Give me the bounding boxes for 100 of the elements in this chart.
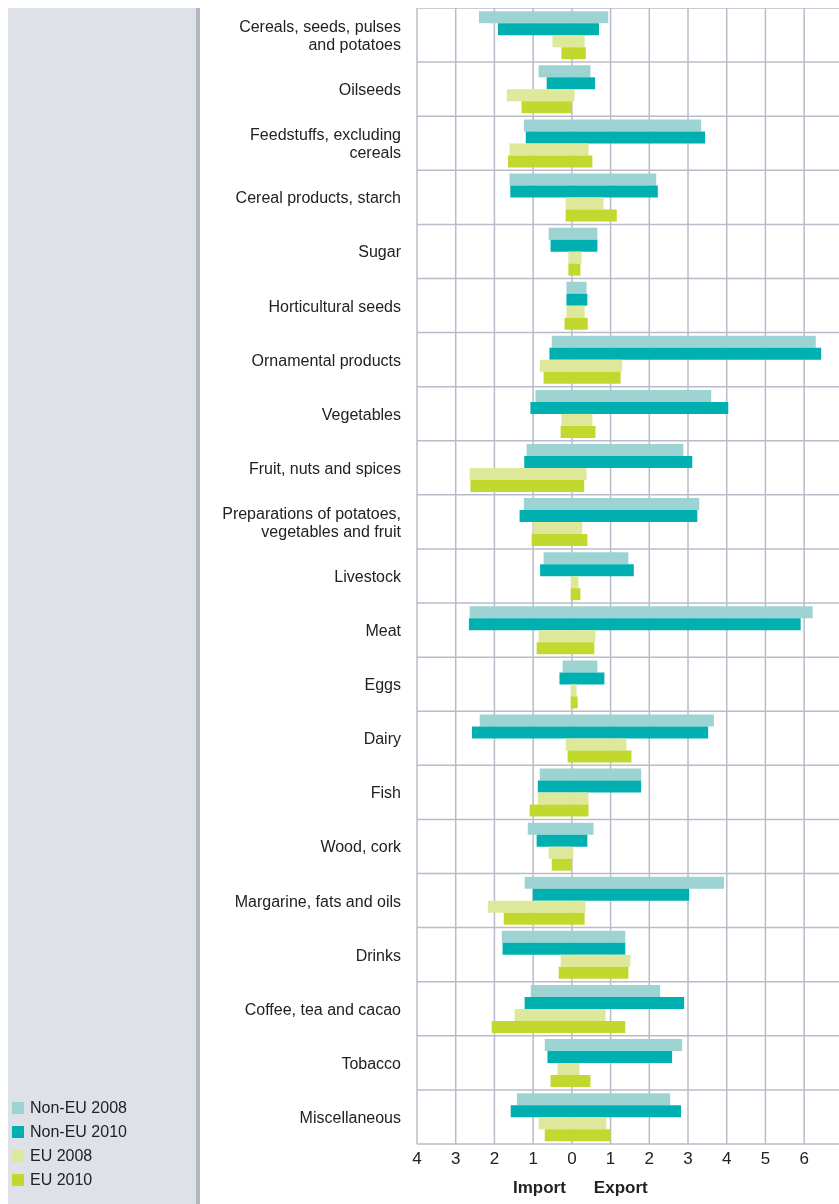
bar [487, 900, 586, 913]
bar [469, 468, 587, 481]
bar [514, 1008, 606, 1021]
bar [469, 606, 813, 619]
bar [532, 888, 690, 901]
bar [468, 618, 801, 631]
bar [478, 11, 609, 24]
bar [568, 263, 581, 276]
x-tick-label: 2 [644, 1149, 655, 1169]
bar [536, 642, 595, 655]
legend-label: EU 2008 [29, 1146, 94, 1166]
bar [538, 1117, 607, 1130]
bar [516, 1093, 671, 1106]
y-tick-label: Fish [370, 783, 401, 801]
bar [479, 714, 714, 727]
y-tick-label: Preparations of potatoes, vegetables and fruit [222, 504, 402, 540]
bar [525, 131, 706, 144]
bar [531, 534, 588, 547]
x-tick-label: 1 [605, 1149, 616, 1169]
bar [506, 89, 575, 102]
y-tick-label: Tobacco [341, 1054, 402, 1072]
bar [559, 672, 605, 685]
bar [552, 35, 585, 48]
y-tick-label: Ornamental products [251, 351, 401, 369]
legend-label: Non-EU 2010 [29, 1122, 127, 1142]
y-tick-label: Drinks [355, 946, 401, 964]
bar [521, 101, 572, 114]
bar [570, 576, 579, 589]
bar [527, 822, 594, 835]
legend-label: Non-EU 2008 [29, 1098, 127, 1118]
bar [530, 401, 729, 414]
bar [529, 804, 589, 817]
x-tick-label: 4 [721, 1149, 732, 1169]
bar [570, 696, 578, 709]
bar [537, 780, 642, 793]
y-tick-label: Livestock [334, 567, 402, 585]
bar [524, 456, 693, 469]
bar [510, 1105, 682, 1118]
bar [565, 209, 617, 222]
bar [523, 119, 702, 132]
bar [503, 912, 585, 925]
text: Export [593, 1178, 648, 1198]
bar [540, 564, 634, 577]
y-tick-label: Cereal products, starch [235, 188, 401, 206]
bar [560, 425, 596, 438]
bar [568, 251, 582, 264]
x-tick-label: 3 [450, 1149, 461, 1169]
bar [566, 305, 585, 318]
bar [544, 1129, 611, 1142]
bar [567, 750, 632, 763]
x-tick-label: 2 [489, 1149, 500, 1169]
bar [558, 966, 629, 979]
y-tick-label: Coffee, tea and cacao [244, 1000, 402, 1018]
x-tick-label: 1 [528, 1149, 538, 1169]
bar [509, 143, 589, 156]
text: Import [512, 1178, 566, 1198]
x-tick-label: 6 [799, 1149, 809, 1169]
y-tick-label: Fruit, nuts and spices [248, 459, 401, 477]
bar [551, 858, 572, 871]
bar [510, 185, 658, 198]
bar [564, 317, 588, 330]
bar [470, 480, 585, 493]
bar [471, 726, 709, 739]
y-tick-label: Feedstuffs, excluding cereals [250, 125, 401, 161]
bar [523, 498, 700, 511]
bar [530, 984, 661, 997]
bar [566, 293, 588, 306]
bar [551, 335, 816, 348]
y-tick-label: Sugar [358, 242, 402, 260]
bar [539, 359, 623, 372]
y-tick-label: Meat [365, 621, 402, 639]
y-tick-label: Margarine, fats and oils [234, 892, 401, 910]
bar [543, 552, 629, 565]
bar [562, 660, 598, 673]
bar [546, 77, 596, 90]
bar [565, 738, 627, 751]
y-tick-label: Miscellaneous [299, 1108, 401, 1126]
bar [501, 930, 626, 943]
bar [570, 684, 577, 697]
bar [524, 996, 685, 1009]
bar [561, 413, 593, 426]
x-tick-label: 5 [760, 1149, 771, 1169]
legend-label: EU 2010 [29, 1170, 94, 1190]
y-tick-label: Cereals, seeds, pulses and potatoes [239, 17, 401, 53]
bar [509, 173, 657, 186]
bar [526, 444, 684, 457]
bar [524, 876, 725, 889]
bar [538, 65, 591, 78]
bar [497, 23, 599, 36]
bar [547, 1051, 673, 1064]
bar [548, 227, 598, 240]
bar [519, 510, 698, 523]
bar [560, 954, 631, 967]
x-tick-label: 0 [567, 1149, 577, 1169]
bar [549, 347, 822, 360]
bar [535, 389, 712, 402]
bar [502, 942, 626, 955]
bar [539, 768, 642, 781]
y-tick-label: Vegetables [321, 405, 401, 423]
y-tick-label: Dairy [363, 729, 401, 747]
